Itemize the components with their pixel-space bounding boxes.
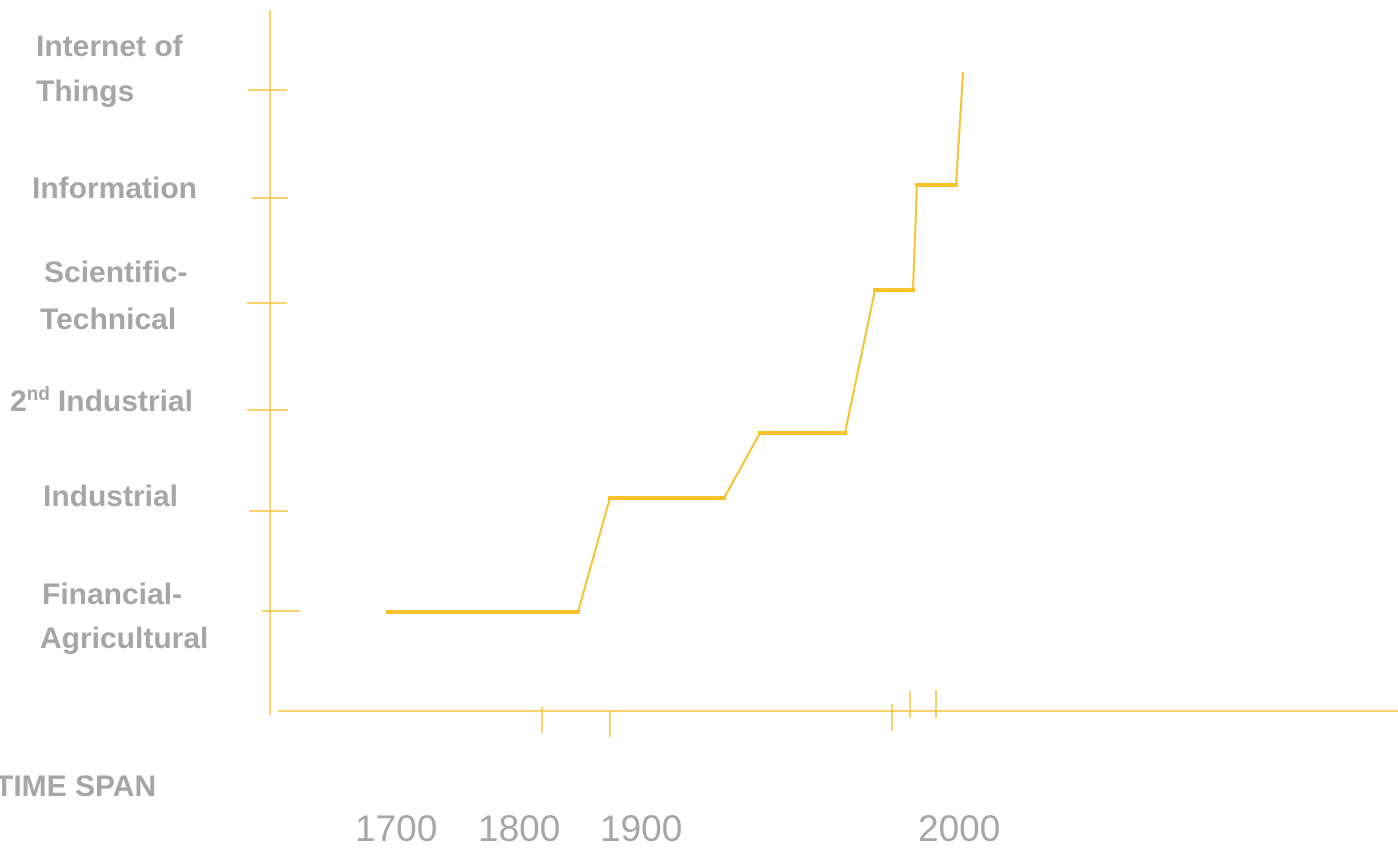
stage-labels: Internet of Things Information Scientifi… [10,30,208,655]
axis-title: TIME SPAN [0,770,156,803]
stage-label: 2nd Industrial [10,384,193,418]
stage-label: Information [32,172,197,205]
label-line: Industrial [43,480,178,513]
label-line: Information [32,172,197,205]
rise [843,288,877,435]
stage-label: Internet of Things [36,30,191,108]
label-text: Industrial [58,385,193,418]
year-label: 1700 [355,808,437,849]
year-label: 1800 [478,808,560,849]
stage-label: Industrial [43,480,178,513]
rise [722,431,762,500]
label-line: Internet of [36,30,184,63]
axes [247,10,1398,737]
label-line: Scientific- [44,256,187,289]
year-label: 1900 [600,808,682,849]
label-base: 2 [10,385,27,418]
label-line: Financial- [42,578,182,611]
label-sup: nd [27,384,50,405]
stage-label: Scientific- Technical [40,256,196,336]
label-line: Things [36,75,134,108]
step-line [386,71,965,614]
label-line: Technical [40,303,176,336]
year-labels: 1700 1800 1900 2000 [355,808,1000,849]
stage-label: Financial- Agricultural [40,578,208,655]
rise [576,496,612,614]
rise [911,183,919,292]
year-label: 2000 [918,808,1000,849]
label-line: Agricultural [40,622,208,655]
rise [954,71,965,187]
